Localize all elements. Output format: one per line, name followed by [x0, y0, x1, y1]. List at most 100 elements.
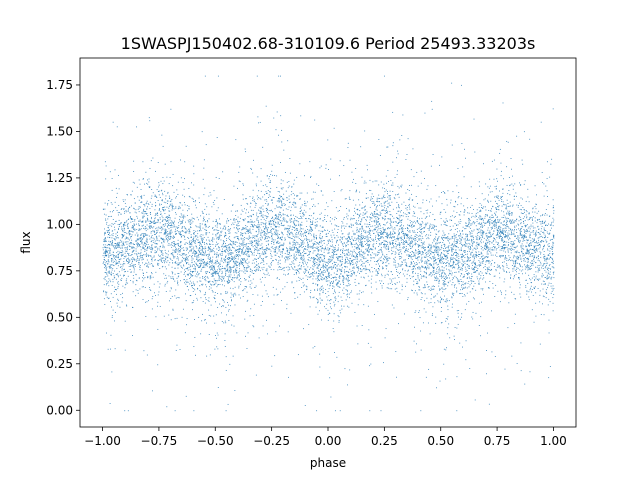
data-point [372, 257, 374, 259]
data-point [299, 249, 301, 251]
data-point [500, 247, 502, 249]
data-point [365, 261, 367, 263]
data-point [439, 260, 441, 262]
data-point [408, 255, 409, 257]
data-point [122, 242, 124, 244]
data-point [144, 228, 146, 230]
data-point [501, 199, 503, 201]
data-point [177, 272, 179, 274]
data-point [525, 232, 527, 234]
data-point [495, 214, 497, 216]
data-point [123, 207, 125, 209]
data-point [552, 253, 554, 255]
data-point [377, 205, 379, 207]
data-point [468, 286, 470, 288]
data-point [359, 228, 361, 230]
data-point [255, 183, 257, 185]
data-point [357, 266, 359, 268]
data-point [531, 238, 533, 240]
data-point [392, 142, 394, 144]
data-point [133, 228, 135, 230]
data-point [394, 256, 396, 258]
data-point [545, 185, 547, 187]
data-point [265, 235, 267, 237]
data-point [144, 205, 146, 207]
data-point [307, 272, 309, 274]
data-point [386, 182, 388, 184]
data-point [248, 221, 250, 223]
data-point [247, 255, 249, 257]
data-point [361, 261, 363, 262]
data-point [106, 221, 108, 223]
data-point [330, 158, 332, 160]
data-point [412, 251, 414, 253]
data-point [456, 410, 458, 412]
data-point [257, 240, 259, 242]
data-point [457, 247, 459, 249]
data-point [279, 199, 281, 201]
data-point [323, 247, 325, 249]
data-point [180, 261, 182, 263]
data-point [300, 210, 302, 212]
data-point [452, 267, 453, 269]
data-point [432, 213, 434, 215]
data-point [407, 212, 409, 214]
data-point [487, 261, 489, 262]
data-point [514, 183, 516, 185]
data-point [334, 262, 336, 264]
data-point [536, 266, 538, 268]
data-point [108, 247, 110, 249]
data-point [369, 243, 371, 245]
data-point [475, 238, 477, 240]
data-point [533, 250, 535, 252]
data-point [139, 243, 141, 245]
data-point [284, 227, 286, 229]
data-point [139, 267, 141, 269]
data-point [356, 293, 358, 295]
data-point [410, 235, 412, 237]
data-point [340, 264, 342, 266]
data-point [314, 221, 316, 223]
data-point [430, 287, 432, 289]
data-point [432, 313, 433, 315]
data-point [391, 247, 393, 249]
data-point [373, 238, 375, 240]
data-point [238, 171, 240, 173]
data-point [498, 231, 500, 233]
data-point [244, 279, 246, 281]
data-point [254, 202, 256, 204]
data-point [363, 245, 364, 247]
data-point [389, 197, 391, 199]
data-point [225, 369, 227, 371]
data-point [455, 276, 457, 278]
data-point [147, 179, 149, 181]
data-point [210, 268, 212, 270]
data-point [245, 233, 247, 235]
data-point [114, 320, 115, 322]
data-point [549, 232, 551, 234]
data-point [431, 224, 433, 226]
data-point [426, 251, 428, 253]
data-point [333, 277, 334, 279]
data-point [330, 217, 331, 218]
data-point [539, 247, 541, 249]
data-point [456, 256, 458, 258]
data-point [149, 226, 151, 228]
data-point [353, 263, 355, 265]
data-point [181, 227, 183, 229]
data-point [302, 244, 304, 245]
data-point [163, 233, 165, 235]
data-point [427, 260, 429, 262]
data-point [488, 249, 489, 251]
data-point [174, 410, 176, 412]
data-point [371, 252, 373, 254]
data-point [281, 251, 283, 253]
data-point [369, 410, 371, 412]
data-point [152, 248, 154, 250]
data-point [522, 237, 524, 239]
data-point [480, 210, 482, 212]
data-point [319, 241, 321, 243]
data-point [177, 250, 179, 252]
data-point [498, 245, 500, 247]
data-point [226, 266, 228, 268]
